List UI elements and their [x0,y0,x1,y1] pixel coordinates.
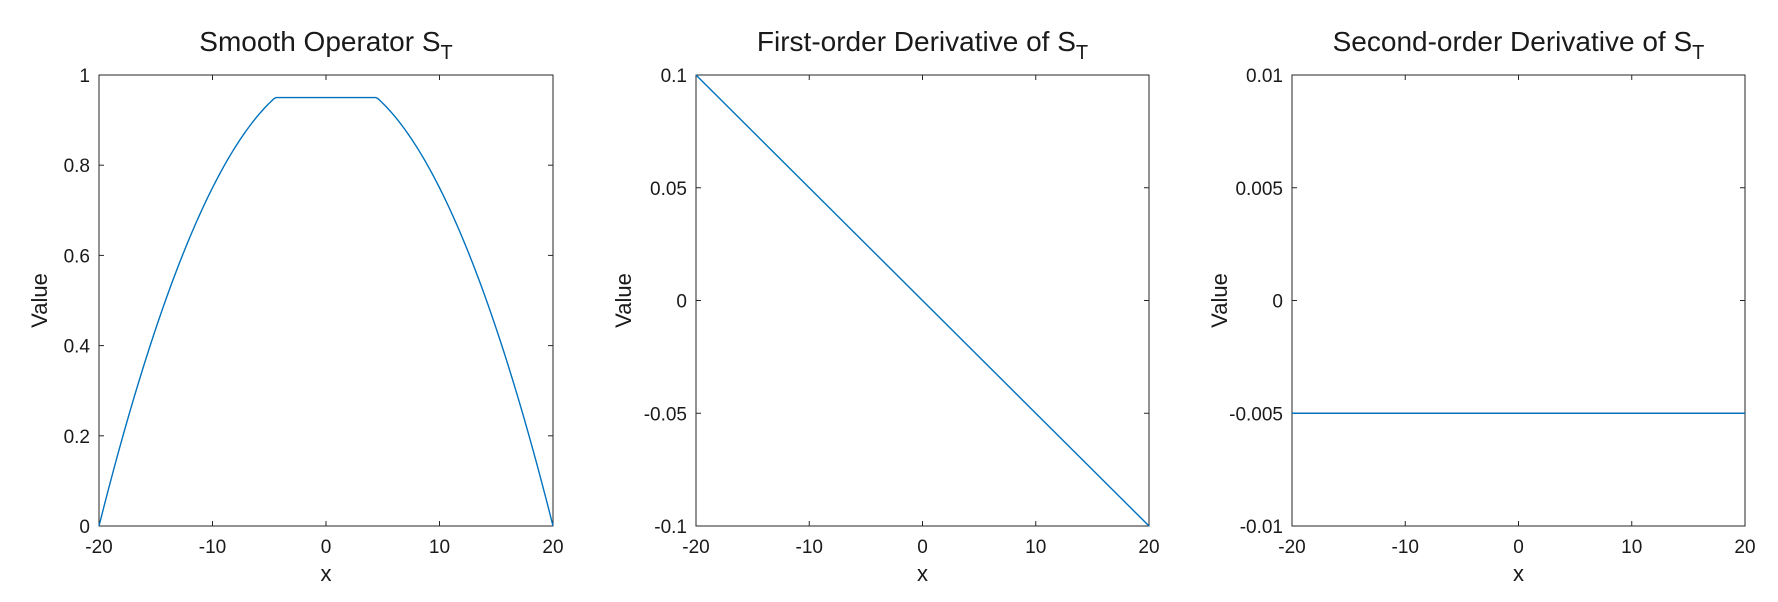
chart-title-subscript: T [441,42,453,64]
chart-title-main: Second-order Derivative of S [1333,26,1693,57]
x-tick-label: -10 [1392,537,1419,558]
chart-title: First-order Derivative of ST [757,26,1088,64]
y-axis-label: Value [611,273,636,328]
x-tick-label: -10 [199,537,226,558]
x-tick-label: -20 [85,537,112,558]
x-tick-label: 0 [1513,537,1524,558]
y-tick-label: 0.005 [1235,179,1283,200]
y-tick-label: -0.005 [1229,404,1283,425]
x-tick-label: -10 [796,537,823,558]
y-tick-label: 1 [79,66,90,87]
x-tick-label: -20 [682,537,709,558]
axes-box [1291,74,1746,527]
y-tick-label: 0.2 [64,427,90,448]
y-tick-label: 0.1 [661,66,687,87]
series-line [98,96,554,527]
x-tick-label: 0 [917,537,928,558]
x-tick-label: 10 [1621,537,1642,558]
chart-title-main: First-order Derivative of S [757,26,1076,57]
y-tick-label: 0.6 [64,246,90,267]
series-line [695,74,1150,527]
y-tick-label: -0.01 [1240,517,1283,538]
chart-title-subscript: T [1692,42,1704,64]
y-tick-label: 0.05 [650,179,687,200]
y-tick-label: -0.1 [654,517,687,538]
x-tick-label: 20 [1138,537,1159,558]
chart-panel-3: -20 -10 0 10 20 -0.01 -0.005 0 0.005 0.01 Second-o… [1207,26,1756,586]
x-tick-label: 20 [542,537,563,558]
y-tick-label: 0 [79,517,90,538]
x-axis-label: x [1513,561,1524,586]
x-tick-label: 0 [321,537,332,558]
chart-title-subscript: T [1076,42,1088,64]
y-axis-label: Value [27,273,52,328]
y-tick-label: 0.4 [64,337,91,358]
x-axis-label: x [917,561,928,586]
y-tick-label: 0 [1272,292,1283,313]
chart-panel-2: -20 -10 0 10 20 -0.1 -0.05 0 0.05 0.1 First-order … [611,26,1160,586]
chart-title: Second-order Derivative of ST [1333,26,1705,64]
x-tick-label: -20 [1278,537,1305,558]
x-axis-label: x [321,561,332,586]
y-tick-label: 0.8 [64,156,90,177]
x-tick-label: 10 [429,537,450,558]
chart-title: Smooth Operator ST [199,26,452,64]
x-tick-label: 20 [1734,537,1755,558]
y-axis-label: Value [1207,273,1232,328]
y-tick-label: 0 [676,292,687,313]
axes-box [98,74,554,527]
chart-title-main: Smooth Operator S [199,26,440,57]
x-tick-label: 10 [1025,537,1046,558]
chart-panel-1: -20 -10 0 10 20 0 0.2 0.4 0.6 0.8 1 Smooth Operator… [27,26,564,586]
y-tick-label: -0.05 [644,404,687,425]
y-tick-label: 0.01 [1246,66,1283,87]
